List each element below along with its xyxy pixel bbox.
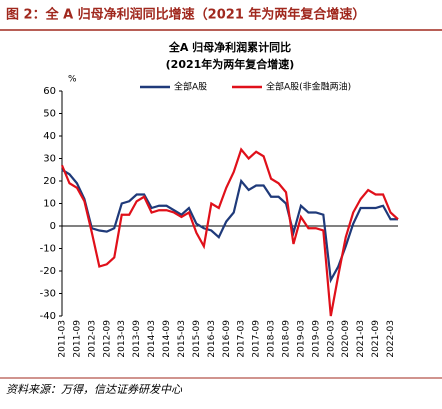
x-tick-label: 2012-09	[102, 320, 112, 358]
y-tick-label: 0	[50, 221, 56, 232]
x-tick-label: 2011-09	[72, 320, 82, 358]
x-tick-label: 2021-09	[371, 320, 381, 358]
y-unit: %	[68, 75, 77, 85]
x-tick-label: 2018-03	[267, 320, 277, 358]
x-tick-label: 2019-09	[311, 320, 321, 358]
x-tick-label: 2018-09	[282, 320, 292, 358]
x-tick-label: 2014-09	[162, 320, 172, 358]
x-tick-label: 2013-09	[132, 320, 142, 358]
y-tick-label: 30	[43, 154, 56, 165]
x-tick-label: 2013-03	[117, 320, 127, 358]
series-line	[61, 168, 398, 284]
chart-title: 全A 归母净利润累计同比	[168, 40, 291, 54]
chart-subtitle: (2021年为两年复合增速)	[166, 57, 295, 71]
y-tick-label: 50	[43, 109, 56, 120]
series-line	[60, 147, 399, 317]
x-tick-label: 2016-09	[222, 320, 232, 358]
x-tick-label: 2017-09	[252, 320, 262, 358]
x-tick-label: 2012-03	[87, 320, 97, 358]
x-tick-label: 2022-03	[386, 320, 396, 358]
x-tick-label: 2021-03	[356, 320, 366, 358]
x-tick-label: 2014-03	[147, 320, 157, 358]
x-tick-label: 2016-03	[207, 320, 217, 358]
y-tick-label: -10	[40, 244, 56, 255]
y-tick-label: -20	[40, 266, 56, 277]
x-tick-label: 2019-03	[296, 320, 306, 358]
y-tick-label: 40	[43, 131, 56, 142]
x-tick-label: 2015-03	[177, 320, 187, 358]
x-tick-label: 2015-09	[192, 320, 202, 358]
legend-label: 全部A股	[174, 81, 207, 93]
x-tick-label: 2020-09	[341, 320, 351, 358]
y-tick-label: 60	[43, 86, 56, 97]
x-tick-label: 2017-03	[237, 320, 247, 358]
y-tick-label: -30	[40, 289, 56, 300]
x-tick-label: 2011-03	[58, 320, 68, 358]
y-tick-label: -40	[40, 311, 56, 322]
x-tick-label: 2020-03	[326, 320, 336, 358]
y-tick-label: 10	[43, 199, 56, 210]
source: 资料来源：万得，信达证券研发中心	[6, 383, 183, 396]
figure-title: 图 2：全 A 归母净利润同比增速（2021 年为两年复合增速）	[6, 7, 365, 23]
legend-label: 全部A股(非金融两油)	[266, 81, 351, 93]
y-tick-label: 20	[43, 176, 56, 187]
